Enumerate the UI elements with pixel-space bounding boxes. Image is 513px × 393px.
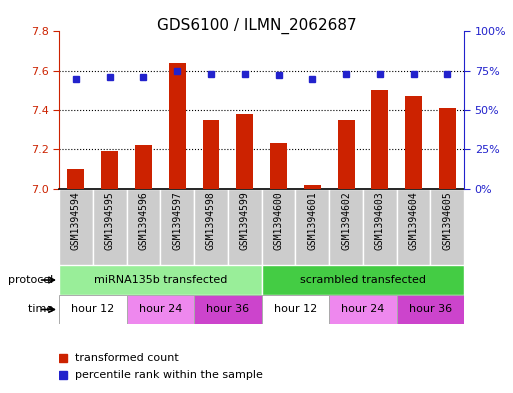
Bar: [59, 295, 127, 324]
Text: hour 24: hour 24: [139, 305, 182, 314]
Text: GSM1394594: GSM1394594: [71, 191, 81, 250]
Bar: [295, 31, 329, 189]
Bar: [262, 295, 329, 324]
Bar: [67, 169, 84, 189]
Bar: [127, 189, 160, 265]
Text: GSM1394599: GSM1394599: [240, 191, 250, 250]
Bar: [194, 31, 228, 189]
Bar: [295, 189, 329, 265]
Bar: [127, 31, 160, 189]
Bar: [270, 143, 287, 189]
Bar: [169, 63, 186, 189]
Bar: [363, 189, 397, 265]
Bar: [397, 31, 430, 189]
Bar: [304, 185, 321, 189]
Bar: [262, 265, 464, 295]
Text: GSM1394603: GSM1394603: [375, 191, 385, 250]
Bar: [194, 295, 262, 324]
Text: GDS6100 / ILMN_2062687: GDS6100 / ILMN_2062687: [156, 18, 357, 34]
Bar: [236, 114, 253, 189]
Bar: [59, 31, 93, 189]
Text: GSM1394600: GSM1394600: [273, 191, 284, 250]
Bar: [228, 189, 262, 265]
Text: transformed count: transformed count: [75, 353, 179, 363]
Bar: [439, 108, 456, 189]
Bar: [405, 96, 422, 189]
Bar: [363, 31, 397, 189]
Text: hour 12: hour 12: [274, 305, 317, 314]
Bar: [194, 189, 228, 265]
Text: miRNA135b transfected: miRNA135b transfected: [94, 275, 227, 285]
Text: GSM1394597: GSM1394597: [172, 191, 182, 250]
Bar: [397, 189, 430, 265]
Text: GSM1394605: GSM1394605: [442, 191, 452, 250]
Text: hour 24: hour 24: [341, 305, 385, 314]
Bar: [338, 120, 354, 189]
Bar: [430, 31, 464, 189]
Bar: [203, 120, 220, 189]
Bar: [93, 31, 127, 189]
Bar: [262, 31, 295, 189]
Bar: [93, 189, 127, 265]
Bar: [160, 31, 194, 189]
Bar: [160, 189, 194, 265]
Text: GSM1394601: GSM1394601: [307, 191, 317, 250]
Text: time: time: [28, 305, 56, 314]
Bar: [135, 145, 152, 189]
Text: scrambled transfected: scrambled transfected: [300, 275, 426, 285]
Text: protocol: protocol: [8, 275, 56, 285]
Text: GSM1394604: GSM1394604: [409, 191, 419, 250]
Bar: [59, 189, 93, 265]
Bar: [397, 295, 464, 324]
Bar: [329, 31, 363, 189]
Text: GSM1394598: GSM1394598: [206, 191, 216, 250]
Text: GSM1394602: GSM1394602: [341, 191, 351, 250]
Bar: [262, 189, 295, 265]
Text: GSM1394595: GSM1394595: [105, 191, 114, 250]
Bar: [329, 295, 397, 324]
Bar: [101, 151, 118, 189]
Text: hour 36: hour 36: [206, 305, 249, 314]
Text: hour 36: hour 36: [409, 305, 452, 314]
Bar: [430, 189, 464, 265]
Bar: [228, 31, 262, 189]
Text: GSM1394596: GSM1394596: [139, 191, 148, 250]
Text: percentile rank within the sample: percentile rank within the sample: [75, 370, 263, 380]
Bar: [59, 265, 262, 295]
Bar: [127, 295, 194, 324]
Bar: [329, 189, 363, 265]
Bar: [371, 90, 388, 189]
Text: hour 12: hour 12: [71, 305, 114, 314]
